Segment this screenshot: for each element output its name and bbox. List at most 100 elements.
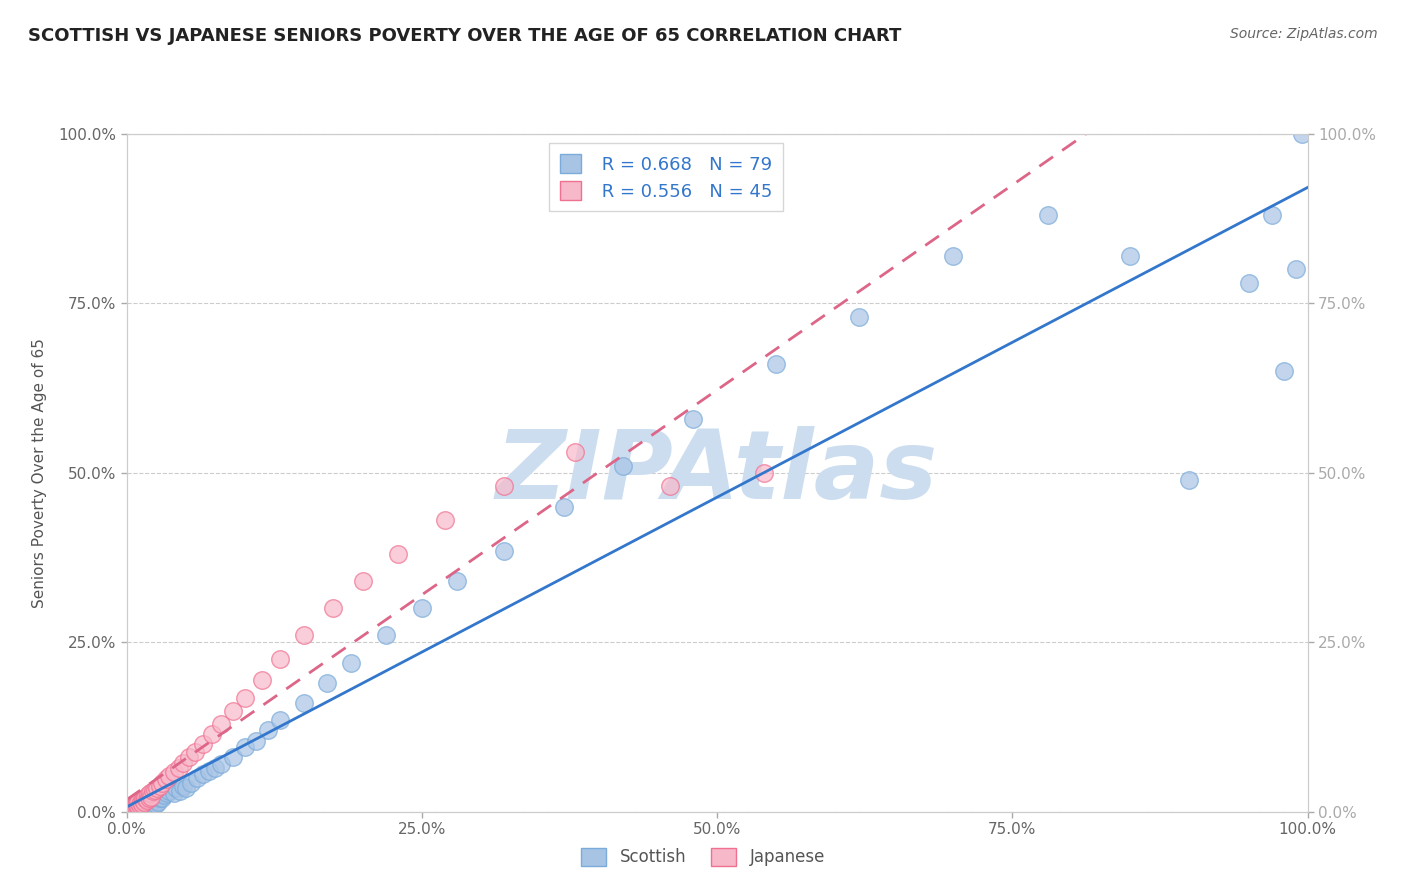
Point [198,764,221,778]
Point [163,765,186,780]
Point [149,791,172,805]
Point [128,797,150,812]
Point [129,801,152,815]
Legend:  R = 0.668   N = 79,  R = 0.556   N = 45: R = 0.668 N = 79, R = 0.556 N = 45 [548,143,783,211]
Point [131,797,153,811]
Point [233,690,256,705]
Point [136,801,159,815]
Point [132,797,155,811]
Point [1237,276,1260,290]
Point [180,776,202,790]
Point [340,656,363,670]
Point [222,705,245,719]
Point [184,745,207,759]
Point [141,789,163,804]
Point [167,761,190,775]
Point [658,479,681,493]
Point [134,801,156,815]
Point [141,799,163,814]
Point [446,574,468,589]
Point [135,797,157,812]
Point [292,628,315,642]
Point [387,547,409,561]
Text: ZIPAtlas: ZIPAtlas [496,426,938,519]
Point [252,673,274,687]
Point [682,411,704,425]
Point [564,445,586,459]
Point [157,769,180,783]
Point [129,795,152,809]
Point [193,767,215,781]
Point [139,801,162,815]
Point [142,797,165,812]
Point [138,799,160,814]
Point [127,797,149,811]
Point [155,772,177,787]
Point [163,786,186,800]
Point [1036,208,1059,222]
Point [233,740,256,755]
Point [131,801,153,815]
Point [434,513,457,527]
Point [193,737,215,751]
Point [765,357,787,371]
Point [352,574,374,589]
Point [150,776,173,790]
Point [172,779,194,793]
Point [149,779,172,793]
Point [143,783,166,797]
Point [269,652,291,666]
Point [134,797,156,812]
Point [134,791,156,805]
Y-axis label: Seniors Poverty Over the Age of 65: Seniors Poverty Over the Age of 65 [32,338,46,607]
Point [148,795,170,809]
Point [169,784,191,798]
Point [165,780,187,795]
Point [145,797,167,811]
Point [127,799,149,814]
Point [1291,127,1313,141]
Point [494,479,516,493]
Point [127,801,149,815]
Text: SCOTTISH VS JAPANESE SENIORS POVERTY OVER THE AGE OF 65 CORRELATION CHART: SCOTTISH VS JAPANESE SENIORS POVERTY OVE… [28,27,901,45]
Point [1178,473,1201,487]
Point [848,310,870,324]
Point [128,797,150,812]
Point [172,756,194,770]
Point [146,780,169,795]
Point [132,792,155,806]
Point [134,795,156,809]
Point [141,784,163,798]
Point [131,797,153,812]
Point [138,795,160,809]
Point [141,795,163,809]
Point [245,733,267,747]
Point [209,757,232,772]
Point [200,727,222,741]
Point [186,771,208,785]
Point [754,466,776,480]
Point [125,799,148,814]
Point [204,761,226,775]
Point [292,696,315,710]
Point [257,723,280,738]
Point [153,788,176,802]
Point [146,791,169,805]
Point [128,801,150,815]
Legend: Scottish, Japanese: Scottish, Japanese [572,839,834,875]
Point [411,601,433,615]
Point [127,799,149,814]
Point [135,792,157,806]
Point [141,795,163,809]
Point [612,458,634,473]
Point [134,801,156,815]
Point [1119,249,1142,263]
Point [127,801,149,815]
Point [150,791,173,805]
Point [135,801,157,815]
Point [222,750,245,764]
Point [124,799,146,814]
Point [125,797,148,812]
Point [136,788,159,802]
Point [127,795,149,809]
